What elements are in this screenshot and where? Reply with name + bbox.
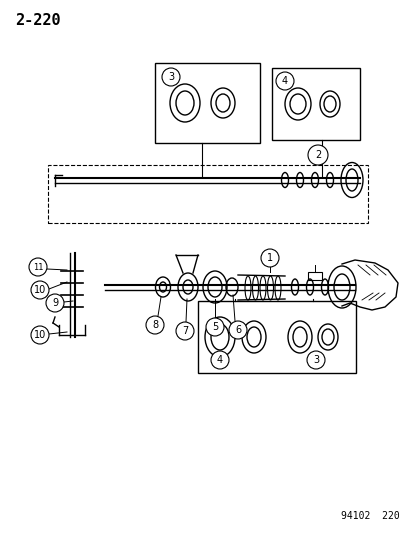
- Circle shape: [211, 351, 228, 369]
- Text: 1: 1: [266, 253, 273, 263]
- Text: 6: 6: [234, 325, 240, 335]
- Circle shape: [31, 281, 49, 299]
- Circle shape: [306, 351, 324, 369]
- Text: 4: 4: [281, 76, 287, 86]
- Circle shape: [260, 249, 278, 267]
- Circle shape: [146, 316, 164, 334]
- Circle shape: [307, 145, 327, 165]
- Bar: [48, 165, 367, 223]
- Bar: [197, 301, 355, 373]
- Text: 5: 5: [211, 322, 218, 332]
- Text: 94102  220: 94102 220: [340, 511, 399, 521]
- Text: 10: 10: [34, 330, 46, 340]
- Text: 2: 2: [314, 150, 320, 160]
- Bar: [271, 68, 359, 140]
- Circle shape: [31, 326, 49, 344]
- Circle shape: [206, 318, 223, 336]
- Text: 4: 4: [216, 355, 223, 365]
- Text: 9: 9: [52, 298, 58, 308]
- Text: 10: 10: [34, 285, 46, 295]
- Text: 3: 3: [168, 72, 173, 82]
- Text: 8: 8: [152, 320, 158, 330]
- Circle shape: [46, 294, 64, 312]
- Text: 2-220: 2-220: [15, 13, 60, 28]
- Text: 11: 11: [33, 262, 43, 271]
- Circle shape: [228, 321, 247, 339]
- Circle shape: [176, 322, 194, 340]
- Bar: [307, 272, 321, 280]
- Circle shape: [29, 258, 47, 276]
- Text: 7: 7: [181, 326, 188, 336]
- Circle shape: [275, 72, 293, 90]
- Circle shape: [161, 68, 180, 86]
- Text: 3: 3: [312, 355, 318, 365]
- Bar: [154, 63, 259, 143]
